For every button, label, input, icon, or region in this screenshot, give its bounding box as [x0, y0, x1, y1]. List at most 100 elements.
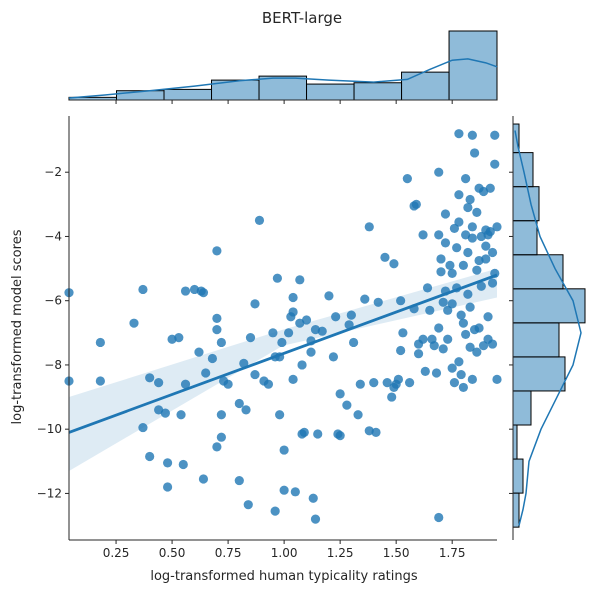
- scatter-point: [420, 366, 430, 376]
- scatter-point: [418, 334, 428, 344]
- scatter-point: [449, 378, 460, 388]
- y-marginal-bar: [512, 288, 586, 324]
- scatter-point: [245, 333, 256, 343]
- scatter-point: [490, 130, 500, 140]
- scatter-point: [223, 379, 233, 389]
- scatter-point: [301, 315, 312, 325]
- x-tick-label: 1.50: [383, 546, 410, 560]
- scatter-point: [431, 368, 442, 378]
- confidence-band: [69, 268, 497, 471]
- scatter-point: [162, 458, 173, 468]
- scatter-point: [288, 307, 298, 317]
- scatter-point: [335, 431, 345, 441]
- y-marginal-kde: [514, 130, 582, 526]
- scatter-point: [467, 222, 477, 232]
- scatter-point: [198, 288, 209, 298]
- y-tick-label: −2: [44, 165, 62, 179]
- scatter-point: [402, 174, 412, 184]
- scatter-point: [447, 268, 457, 278]
- scatter-point: [438, 297, 448, 307]
- scatter-point: [454, 357, 464, 367]
- scatter-point: [284, 328, 294, 338]
- scatter-points: [64, 129, 502, 524]
- scatter-point: [463, 202, 473, 213]
- scatter-point: [452, 243, 462, 253]
- scatter-point: [465, 302, 475, 312]
- x-marginal-bar: [306, 83, 355, 101]
- scatter-point: [458, 318, 468, 328]
- scatter-point: [176, 410, 186, 420]
- scatter-point: [335, 389, 345, 399]
- y-marginal-bar: [512, 390, 532, 426]
- scatter-point: [456, 369, 466, 380]
- scatter-point: [138, 284, 148, 295]
- scatter-point: [371, 427, 381, 437]
- scatter-point: [324, 291, 334, 301]
- scatter-point: [297, 360, 307, 370]
- y-marginal-bar: [512, 254, 564, 290]
- scatter-point: [389, 259, 399, 269]
- scatter-point: [396, 345, 406, 356]
- scatter-point: [268, 328, 278, 338]
- scatter-point: [434, 167, 444, 177]
- scatter-point: [449, 223, 460, 234]
- scatter-point: [418, 230, 428, 240]
- scatter-point: [492, 222, 502, 232]
- scatter-point: [250, 369, 260, 380]
- scatter-point: [348, 337, 359, 348]
- scatter-point: [212, 246, 222, 256]
- x-tick-label: 0.75: [215, 546, 242, 560]
- scatter-point: [436, 267, 446, 277]
- scatter-point: [212, 313, 222, 323]
- scatter-point: [443, 334, 453, 344]
- x-tick-label: 1.25: [327, 546, 354, 560]
- scatter-point: [483, 312, 493, 322]
- scatter-point: [492, 374, 502, 384]
- scatter-point: [387, 392, 397, 402]
- scatter-point: [207, 353, 218, 364]
- scatter-point: [145, 373, 155, 383]
- regression-line: [68, 273, 498, 434]
- scatter-point: [474, 323, 484, 333]
- scatter-point: [145, 451, 155, 462]
- scatter-point: [456, 310, 466, 320]
- scatter-point: [279, 485, 289, 495]
- scatter-point: [360, 294, 370, 304]
- x-marginal-bar: [448, 30, 498, 101]
- scatter-point: [138, 422, 148, 433]
- scatter-point: [490, 159, 500, 169]
- scatter-point: [434, 230, 444, 240]
- y-axis-label: log-transformed model scores: [10, 229, 25, 424]
- scatter-point: [270, 506, 280, 516]
- scatter-point: [241, 405, 251, 415]
- scatter-point: [290, 487, 300, 497]
- scatter-point: [216, 337, 226, 348]
- scatter-point: [373, 297, 383, 307]
- scatter-point: [272, 273, 282, 283]
- y-marginal-bar: [512, 220, 538, 256]
- x-marginal-bar: [401, 71, 450, 101]
- scatter-point: [174, 333, 184, 343]
- scatter-point: [308, 493, 318, 503]
- scatter-point: [243, 500, 253, 510]
- x-marginal-bar: [258, 75, 308, 101]
- scatter-point: [295, 275, 305, 285]
- scatter-point: [162, 482, 173, 492]
- scatter-point: [472, 347, 482, 357]
- scatter-point: [425, 305, 435, 315]
- x-tick-label: 0.25: [103, 546, 130, 560]
- scatter-point: [275, 410, 285, 420]
- scatter-point: [467, 233, 477, 243]
- scatter-point: [463, 247, 473, 258]
- scatter-point: [313, 429, 323, 439]
- y-tick-label: −12: [37, 486, 62, 500]
- scatter-point: [355, 379, 365, 389]
- scatter-point: [279, 445, 289, 455]
- scatter-point: [445, 260, 455, 270]
- scatter-point: [364, 222, 374, 232]
- scatter-point: [310, 514, 321, 524]
- scatter-point: [422, 283, 433, 293]
- scatter-point: [216, 410, 226, 420]
- scatter-point: [95, 376, 105, 386]
